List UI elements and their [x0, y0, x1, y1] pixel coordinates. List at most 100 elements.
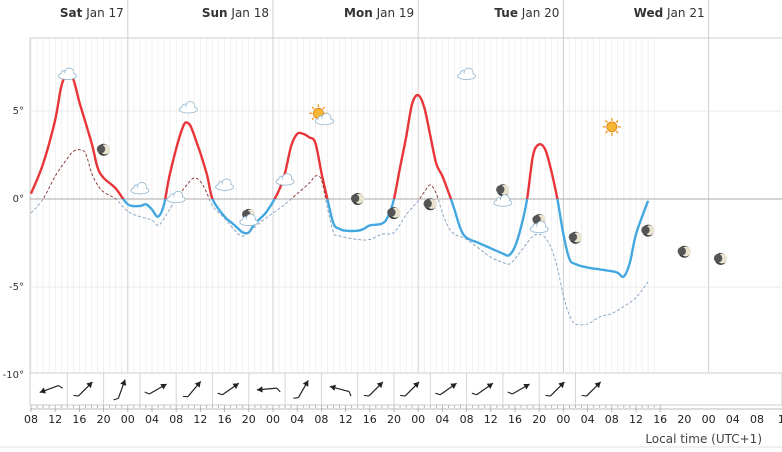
x-tick-label: 16: [508, 413, 522, 426]
cloud-icon: [275, 173, 295, 186]
cloud-icon: [178, 101, 198, 114]
x-tick-label: 12: [629, 413, 643, 426]
y-tick-label: -10°: [3, 370, 24, 381]
x-tick-label: 1: [778, 413, 782, 426]
x-tick-label: 00: [266, 413, 280, 426]
moon-icon: [641, 224, 655, 237]
day-name: Tue: [494, 6, 518, 20]
series-layer: [29, 72, 650, 326]
x-tick-label: 12: [48, 413, 62, 426]
wind-arrow-icon: [507, 383, 530, 395]
cloud-icon: [529, 220, 549, 234]
x-tick-label: 00: [121, 413, 135, 426]
x-tick-label: 08: [24, 413, 38, 426]
wind-row-frame: [29, 372, 782, 406]
timezone-label: Local time (UTC+1): [645, 432, 762, 446]
x-tick-label: 20: [97, 413, 111, 426]
moon-icon: [496, 184, 510, 197]
day-name: Wed: [634, 6, 664, 20]
temperature-line-warm: [29, 72, 559, 199]
x-tick-label: 08: [605, 413, 619, 426]
wind-arrow-icon: [363, 381, 384, 397]
wind-arrow-icon: [471, 382, 494, 396]
x-tick-label: 04: [290, 413, 304, 426]
x-tick-label: 20: [242, 413, 256, 426]
cloud-icon: [57, 67, 77, 80]
y-tick-label: 5°: [13, 106, 24, 117]
cloud-icon: [130, 182, 150, 195]
x-tick-label: 16: [72, 413, 86, 426]
x-tick-label: 16: [363, 413, 377, 426]
moon-icon: [96, 143, 110, 156]
wind-arrow-icon: [144, 383, 167, 395]
wind-arrow-icon: [435, 382, 457, 396]
moon-icon: [568, 231, 582, 244]
moon-icon: [350, 193, 365, 205]
day-date: Jan 20: [518, 6, 559, 20]
x-tick-label: 16: [218, 413, 232, 426]
wind-arrow-icon: [182, 380, 202, 398]
wind-arrow-icon: [545, 381, 565, 397]
temperature-line-cold: [121, 199, 650, 278]
x-tick-label: 20: [677, 413, 691, 426]
cloud-icon: [239, 213, 259, 227]
cloud-icon: [166, 190, 186, 204]
minor-gridlines: [30, 38, 655, 372]
moon-icon: [677, 245, 691, 258]
day-labels: Sat Jan 17 Sun Jan 18 Mon Jan 19 Tue Jan 20…: [60, 6, 705, 20]
day-date: Jan 18: [228, 6, 269, 20]
x-tick-label: 08: [750, 413, 764, 426]
y-tick-label: -5°: [9, 282, 24, 293]
day-name: Sat: [60, 6, 83, 20]
x-tick-label: 00: [556, 413, 570, 426]
y-axis: 5° 0° -5° -10°: [3, 106, 782, 381]
day-date: Jan 21: [663, 6, 704, 20]
x-tick-label: 20: [532, 413, 546, 426]
x-tick-label: 12: [484, 413, 498, 426]
wind-row: [29, 372, 782, 406]
x-axis: 08 12 16 20 00 04 08 12 16 20 00 04 08 12 16 20 00 04 08 12…: [0, 405, 782, 448]
x-tick-label: 00: [702, 413, 716, 426]
wind-arrow-icon: [217, 382, 240, 396]
day-date: Jan 17: [82, 6, 123, 20]
moon-icon: [713, 252, 728, 265]
cloud-icon: [215, 178, 235, 191]
wind-arrow-icon: [73, 381, 93, 397]
wind-arrow-icon: [329, 384, 352, 397]
day-label: Sat Jan 17: [60, 6, 124, 20]
cloud-icon: [493, 194, 513, 207]
x-tick-label: 20: [387, 413, 401, 426]
day-date: Jan 19: [373, 6, 414, 20]
day-name: Sun: [202, 6, 228, 20]
sun-icon: [602, 117, 621, 136]
day-name: Mon: [344, 6, 373, 20]
day-label: Tue Jan 20: [494, 6, 559, 20]
y-tick-label: 0°: [13, 194, 24, 205]
wind-arrow-icon: [39, 385, 63, 394]
moon-icon: [423, 198, 437, 211]
major-gridlines: [29, 0, 782, 405]
x-tick-label: 08: [460, 413, 474, 426]
day-label: Mon Jan 19: [344, 6, 414, 20]
sun-cloud-icon: [309, 104, 334, 126]
wind-arrow-icon: [581, 381, 602, 397]
x-tick-label: 04: [726, 413, 740, 426]
x-tick-label: 12: [193, 413, 207, 426]
wind-arrow-icon: [293, 380, 309, 399]
moon-icon: [387, 207, 401, 220]
x-tick-label: 12: [339, 413, 353, 426]
cloud-icon: [457, 67, 477, 80]
x-tick-label: 08: [314, 413, 328, 426]
x-tick-label: 08: [169, 413, 183, 426]
x-tick-label: 16: [653, 413, 667, 426]
x-tick-label: 00: [411, 413, 425, 426]
x-tick-label: 04: [435, 413, 449, 426]
wind-arrow-icon: [400, 381, 420, 397]
weather-icons: [57, 67, 728, 265]
day-label: Wed Jan 21: [634, 6, 705, 20]
wind-arrow-icon: [113, 379, 127, 401]
x-tick-label: 04: [581, 413, 595, 426]
day-label: Sun Jan 18: [202, 6, 269, 20]
wind-arrow-icon: [256, 386, 281, 393]
